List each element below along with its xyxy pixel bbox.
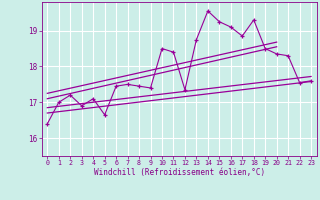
X-axis label: Windchill (Refroidissement éolien,°C): Windchill (Refroidissement éolien,°C) xyxy=(94,168,265,177)
